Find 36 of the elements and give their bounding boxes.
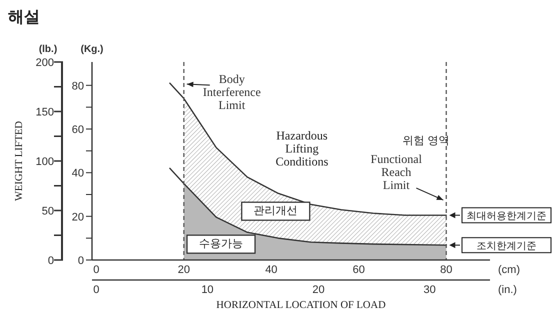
annotation: 관리개선 bbox=[254, 205, 298, 218]
y2-tick-label: 150 bbox=[36, 106, 54, 118]
annotation: 수용가능 bbox=[186, 234, 256, 254]
annotation: Functional Reach Limit bbox=[370, 152, 422, 192]
x-tick-label: 0 bbox=[93, 264, 100, 276]
x2-tick-label: 10 bbox=[201, 284, 214, 296]
y-tick-label: 60 bbox=[72, 124, 84, 136]
x-tick-label: 40 bbox=[265, 264, 278, 276]
y-axis-title: (Kg.) bbox=[80, 44, 104, 55]
x2-axis-title: (in.) bbox=[498, 284, 517, 296]
annotation: 수용가능 bbox=[199, 238, 244, 250]
y2-tick-label: 0 bbox=[48, 255, 54, 267]
y2-axis-title: (lb.) bbox=[38, 44, 58, 55]
y-tick-label: 80 bbox=[72, 80, 84, 92]
y2-tick-label: 100 bbox=[36, 156, 54, 168]
annotation: Hazardous Lifting Conditions bbox=[276, 128, 328, 169]
y2-tick-label: 50 bbox=[42, 206, 54, 218]
x2-tick-label: 0 bbox=[93, 284, 100, 296]
y2-tick-label: 200 bbox=[36, 57, 54, 69]
annotation: WEIGHT LIFTED bbox=[14, 121, 25, 201]
x-tick-label: 60 bbox=[352, 264, 365, 276]
annotation: 위험 영역 bbox=[402, 134, 450, 147]
chart-title: 해설 bbox=[8, 9, 40, 26]
x-tick-label: 20 bbox=[178, 264, 190, 276]
y-tick-label: 40 bbox=[72, 168, 84, 180]
y-tick-label: 20 bbox=[72, 211, 84, 224]
annotation: HORIZONTAL LOCATION OF LOAD bbox=[216, 300, 386, 311]
annotation: Body Interference Limit bbox=[202, 72, 261, 112]
annotation: 관리개선 bbox=[241, 202, 310, 221]
x2-tick-label: 20 bbox=[312, 284, 325, 296]
y-tick-label: 0 bbox=[78, 255, 84, 267]
text: 최대허용한계기준 bbox=[466, 210, 546, 222]
text: 조치한계기준 bbox=[476, 240, 536, 252]
x2-tick-label: 30 bbox=[424, 284, 436, 296]
x-tick-label: 80 bbox=[440, 264, 452, 276]
x-axis-title: (cm) bbox=[498, 264, 520, 276]
